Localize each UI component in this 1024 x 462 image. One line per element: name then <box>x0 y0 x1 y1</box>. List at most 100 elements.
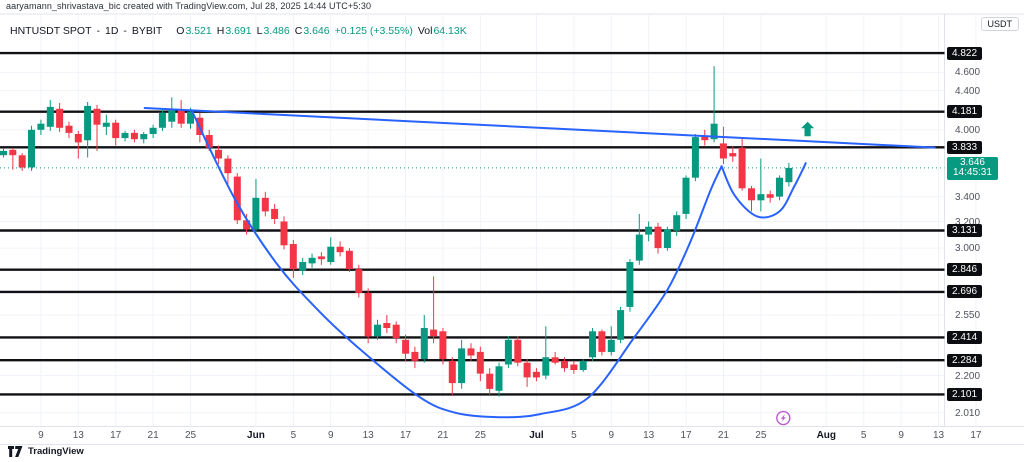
candle[interactable] <box>645 221 653 242</box>
candle[interactable] <box>327 237 335 265</box>
candle[interactable] <box>710 66 718 143</box>
candle[interactable] <box>383 314 391 333</box>
candle[interactable] <box>532 368 540 382</box>
candle[interactable] <box>495 362 503 397</box>
candle[interactable] <box>551 351 559 365</box>
time-axis-label: 9 <box>327 430 334 441</box>
candle[interactable] <box>252 178 260 232</box>
up-arrow-marker[interactable] <box>801 121 815 137</box>
candle[interactable] <box>701 129 709 146</box>
candle[interactable] <box>785 162 793 187</box>
candle[interactable] <box>18 153 26 171</box>
candle[interactable] <box>177 100 185 128</box>
candle[interactable] <box>168 97 176 128</box>
candle[interactable] <box>299 257 307 275</box>
price-axis[interactable]: USDT 3.646 14:45:31 4.600 4.400 4.000 3.400… <box>945 14 1024 426</box>
candle[interactable] <box>682 175 690 219</box>
candle[interactable] <box>289 239 297 278</box>
candle[interactable] <box>280 216 288 250</box>
time-axis-label: 21 <box>437 430 449 441</box>
candle[interactable] <box>673 211 681 236</box>
candle[interactable] <box>102 114 110 135</box>
cup-curve-drawing[interactable] <box>191 111 723 419</box>
price-level-label: 2.101 <box>947 387 983 401</box>
candle[interactable] <box>467 343 475 361</box>
candle[interactable] <box>28 125 35 171</box>
price-level-label: 4.181 <box>947 105 983 119</box>
candle[interactable] <box>336 241 344 257</box>
candle[interactable] <box>448 357 456 395</box>
time-axis-label: 13 <box>643 430 655 441</box>
candle[interactable] <box>261 191 269 217</box>
candle[interactable] <box>439 328 447 365</box>
candle[interactable] <box>542 326 550 380</box>
candle[interactable] <box>719 126 727 165</box>
candle[interactable] <box>345 248 353 272</box>
candle[interactable] <box>589 328 596 361</box>
candle[interactable] <box>215 145 222 165</box>
candle[interactable] <box>130 129 138 143</box>
candle[interactable] <box>607 326 615 356</box>
trendline-drawing[interactable] <box>143 107 936 149</box>
candle[interactable] <box>420 314 428 363</box>
candle[interactable] <box>364 288 372 344</box>
candle[interactable] <box>663 226 671 251</box>
candle[interactable] <box>476 346 484 382</box>
symbol-legend[interactable]: HNTUSDT SPOT - 1D - BYBIT O 3.521 H 3.691 … <box>10 25 467 37</box>
candle[interactable] <box>691 134 699 182</box>
candle[interactable] <box>374 319 381 340</box>
candle[interactable] <box>9 147 17 170</box>
candle[interactable] <box>561 357 568 372</box>
candle[interactable] <box>635 213 643 265</box>
currency-toggle-button[interactable]: USDT <box>980 17 1019 31</box>
candle[interactable] <box>766 190 774 203</box>
time-axis-label: 9 <box>898 430 904 441</box>
candle[interactable] <box>149 124 157 139</box>
candle[interactable] <box>430 276 438 344</box>
candle[interactable] <box>140 131 148 144</box>
candle[interactable] <box>37 119 45 135</box>
candle[interactable] <box>84 102 92 158</box>
candle[interactable] <box>56 103 64 132</box>
candle[interactable] <box>233 173 241 225</box>
candle[interactable] <box>74 130 82 159</box>
handle-curve-drawing[interactable] <box>720 162 807 219</box>
candle[interactable] <box>46 100 54 131</box>
candle[interactable] <box>738 137 746 191</box>
candle[interactable] <box>514 336 522 367</box>
candle[interactable] <box>523 359 531 387</box>
time-axis[interactable]: 9 13 17 21 25 Jun 5 9 13 17 21 25 Jul 5 9 13 17 21 25 Aug 5 9… <box>0 426 1024 445</box>
candle[interactable] <box>486 368 494 395</box>
candle[interactable] <box>411 346 419 369</box>
candle[interactable] <box>598 329 606 356</box>
candle[interactable] <box>317 252 325 265</box>
candle[interactable] <box>402 334 410 361</box>
candle[interactable] <box>121 130 129 142</box>
candle[interactable] <box>458 339 466 389</box>
candle[interactable] <box>748 185 755 212</box>
candle[interactable] <box>579 359 587 372</box>
candle[interactable] <box>654 222 662 254</box>
candle[interactable] <box>626 259 634 312</box>
candle[interactable] <box>271 203 279 225</box>
candle[interactable] <box>757 158 765 212</box>
candle[interactable] <box>112 119 120 146</box>
price-level-label: 3.833 <box>947 140 983 154</box>
candle[interactable] <box>617 306 625 344</box>
interval-label[interactable]: 1D <box>104 25 119 37</box>
symbol-name[interactable]: HNTUSDT SPOT <box>10 25 92 37</box>
candle[interactable] <box>355 264 363 298</box>
candle[interactable] <box>504 336 512 369</box>
tradingview-attribution-footer[interactable]: TradingView <box>8 446 84 457</box>
candle[interactable] <box>392 321 400 344</box>
candle[interactable] <box>0 148 7 158</box>
candle[interactable] <box>308 253 316 268</box>
candle[interactable] <box>729 146 737 162</box>
candle[interactable] <box>224 155 232 188</box>
candle[interactable] <box>65 121 73 139</box>
candle[interactable] <box>93 104 101 151</box>
candle[interactable] <box>570 360 578 374</box>
candle[interactable] <box>158 109 166 131</box>
candle[interactable] <box>776 175 783 201</box>
